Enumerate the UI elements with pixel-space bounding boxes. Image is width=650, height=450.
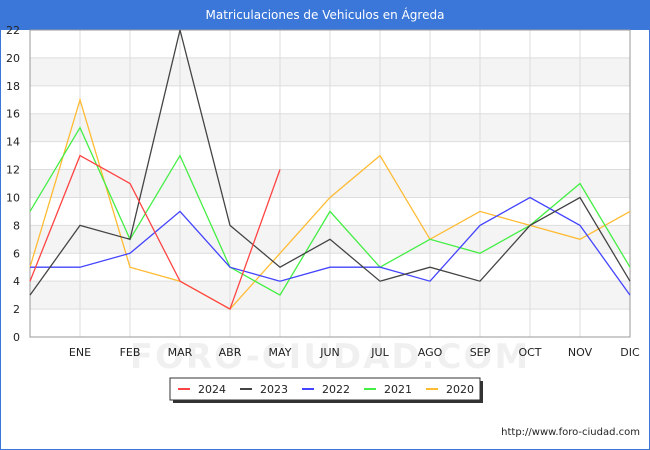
y-tick-label: 14 bbox=[6, 136, 20, 149]
x-tick-label: ENE bbox=[69, 346, 91, 359]
y-tick-label: 8 bbox=[13, 219, 20, 232]
plot-border bbox=[29, 29, 631, 338]
y-tick-label: 0 bbox=[13, 331, 20, 344]
y-tick-label: 16 bbox=[6, 108, 20, 121]
chart-title: Matriculaciones de Vehiculos en Ágreda bbox=[0, 0, 650, 30]
watermark-text: FORO-CIUDAD.COM bbox=[130, 337, 531, 377]
x-tick-label: NOV bbox=[568, 346, 593, 359]
y-tick-label: 4 bbox=[13, 275, 20, 288]
y-tick-label: 18 bbox=[6, 80, 20, 93]
x-tick-label: JUL bbox=[370, 346, 389, 359]
x-tick-label: DIC bbox=[620, 346, 640, 359]
y-tick-label: 6 bbox=[13, 247, 20, 260]
x-tick-label: FEB bbox=[120, 346, 141, 359]
x-tick-label: AGO bbox=[418, 346, 443, 359]
x-tick-label: SEP bbox=[470, 346, 491, 359]
legend-label-2024: 2024 bbox=[198, 383, 226, 396]
x-tick-label: JUN bbox=[319, 346, 340, 359]
y-tick-label: 22 bbox=[6, 24, 20, 37]
legend-label-2020: 2020 bbox=[446, 383, 474, 396]
legend-label-2022: 2022 bbox=[322, 383, 350, 396]
y-tick-label: 20 bbox=[6, 52, 20, 65]
x-tick-label: MAR bbox=[168, 346, 193, 359]
y-tick-label: 10 bbox=[6, 191, 20, 204]
y-tick-label: 2 bbox=[13, 303, 20, 316]
legend-label-2023: 2023 bbox=[260, 383, 288, 396]
legend-label-2021: 2021 bbox=[384, 383, 412, 396]
series-line-2024 bbox=[29, 154, 281, 311]
x-tick-label: OCT bbox=[518, 346, 541, 359]
legend-box bbox=[169, 377, 481, 401]
footer-url[interactable]: http://www.foro-ciudad.com bbox=[501, 427, 640, 438]
x-tick-label: ABR bbox=[219, 346, 242, 359]
series-line-2022 bbox=[30, 196, 631, 296]
series-line-2023 bbox=[29, 29, 631, 296]
y-tick-label: 12 bbox=[6, 164, 20, 177]
x-tick-label: MAY bbox=[269, 346, 292, 359]
